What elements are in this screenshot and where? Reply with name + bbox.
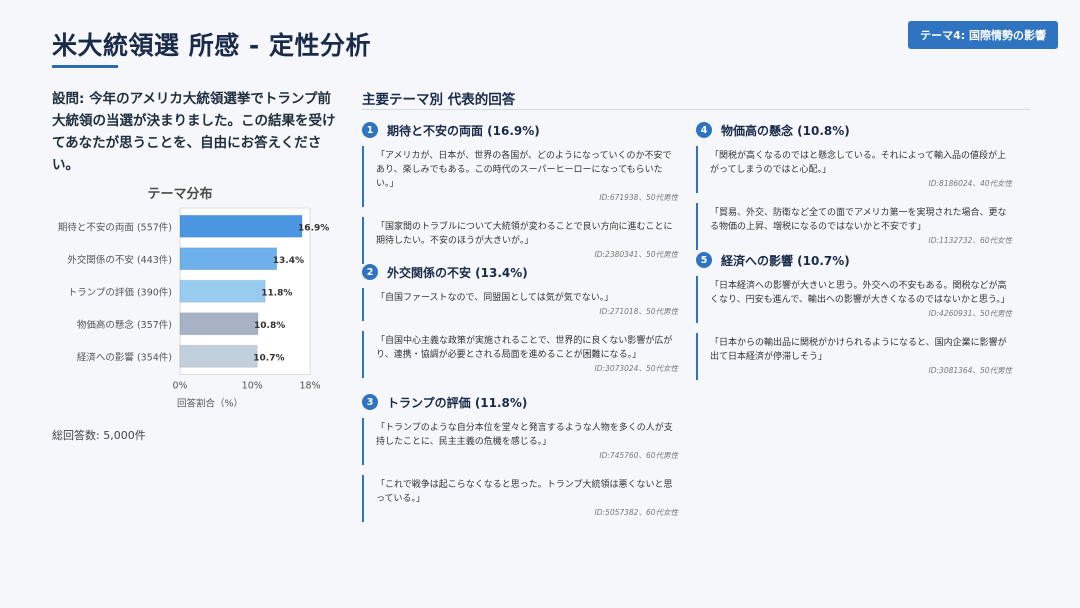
- quote-text: 「アメリカが、日本が、世界の各国が、どのようになっていくのか不安であり、楽しみで…: [376, 151, 672, 189]
- quote-respondent: ID:745760、60代男性: [599, 451, 678, 460]
- chart-value-label: 13.4%: [273, 256, 304, 266]
- quote-respondent: ID:671938、50代男性: [599, 193, 678, 202]
- theme-title: 物価高の懸念 (10.8%): [721, 123, 850, 138]
- chart-tick-label: 18%: [299, 381, 320, 392]
- quote-respondent: ID:271018、50代男性: [599, 307, 678, 316]
- chart-category-label: 外交関係の不安 (443件): [67, 254, 172, 266]
- quote-respondent: ID:1132732、60代女性: [928, 236, 1012, 245]
- chart-bar: [179, 214, 303, 238]
- quote-respondent: ID:3081364、50代男性: [928, 366, 1012, 375]
- theme-title: 期待と不安の両面 (16.9%): [387, 123, 540, 138]
- chart-tick-label: 10%: [242, 381, 263, 392]
- quote-card: 「関税が高くなるのではと懸念している。それによって輸入品の値段が上がってしまうの…: [696, 146, 1018, 193]
- section-title: 主要テーマ別 代表的回答: [362, 92, 516, 108]
- quote-respondent: ID:2380341、50代男性: [594, 250, 678, 259]
- quote-text: 「これで戦争は起こらなくなると思った。トランプ大統領は悪くないと思っている。」: [376, 480, 673, 504]
- chart-bar: [179, 279, 266, 303]
- theme-number-badge: 3: [362, 394, 378, 410]
- section-divider: [362, 109, 1030, 110]
- chart-value-label: 16.9%: [298, 223, 329, 233]
- title-underline: [52, 65, 118, 68]
- chart-title: テーマ分布: [147, 187, 213, 202]
- quote-text: 「自国中心主義な政策が実施されることで、世界的に良くない影響が広がり、連携・協調…: [376, 336, 673, 360]
- chart-value-label: 10.7%: [253, 353, 284, 363]
- quote-text: 「自国ファーストなので、同盟国としては気が気でない。」: [376, 293, 614, 303]
- quote-text: 「関税が高くなるのではと懸念している。それによって輸入品の値段が上がってしまうの…: [710, 151, 1007, 175]
- theme-number-badge: 4: [696, 122, 712, 138]
- quote-card: 「日本経済への影響が大きいと思う。外交への不安もある。関税などが高くなり、円安も…: [696, 276, 1018, 323]
- chart-x-axis-label: 回答割合（%）: [177, 398, 243, 410]
- quote-card: 「自国ファーストなので、同盟国としては気が気でない。」 ID:271018、50…: [362, 288, 684, 321]
- theme-block-2: 2 外交関係の不安 (13.4%) 「自国ファーストなので、同盟国としては気が気…: [362, 262, 684, 388]
- total-responses: 総回答数: 5,000件: [52, 429, 146, 442]
- chart-category-label: 経済への影響 (354件): [77, 351, 172, 363]
- quote-respondent: ID:4260931、50代男性: [928, 309, 1012, 318]
- theme-title: トランプの評価 (11.8%): [387, 395, 528, 410]
- chart-value-label: 10.8%: [254, 321, 285, 331]
- quote-card: 「日本からの輸出品に関税がかけられるようになると、国内企業に影響が出て日本経済が…: [696, 333, 1018, 380]
- theme-block-4: 4 物価高の懸念 (10.8%) 「関税が高くなるのではと懸念している。それによ…: [696, 120, 1018, 260]
- chart-category-label: 物価高の懸念 (357件): [77, 319, 172, 331]
- theme-title: 経済への影響 (10.7%): [721, 253, 850, 268]
- quote-text: 「日本経済への影響が大きいと思う。外交への不安もある。関税などが高くなり、円安も…: [710, 281, 1010, 305]
- quote-text: 「日本からの輸出品に関税がかけられるようになると、国内企業に影響が出て日本経済が…: [710, 338, 1007, 362]
- theme-number-badge: 2: [362, 264, 378, 280]
- quote-text: 「トランプのような自分本位を堂々と発言するような人物を多くの人が支持したことに、…: [376, 423, 673, 447]
- quote-card: 「これで戦争は起こらなくなると思った。トランプ大統領は悪くないと思っている。」 …: [362, 475, 684, 522]
- quote-card: 「貿易、外交、防衛など全ての面でアメリカ第一を実現された場合、更なる物価の上昇、…: [696, 203, 1018, 250]
- chart-bar: [179, 247, 278, 271]
- quote-card: 「自国中心主義な政策が実施されることで、世界的に良くない影響が広がり、連携・協調…: [362, 331, 684, 378]
- chart-bar: [179, 344, 258, 368]
- theme-distribution-chart: 期待と不安の両面 (557件) 16.9% 外交関係の不安 (443件) 13.4% ト…: [58, 207, 329, 410]
- chart-bar: [179, 312, 259, 336]
- theme-block-3: 3 トランプの評価 (11.8%) 「トランプのような自分本位を堂々と発言するよ…: [362, 392, 684, 532]
- theme-badge: テーマ4: 国際情勢の影響: [908, 21, 1058, 49]
- page-title: 米大統領選 所感 - 定性分析: [52, 31, 371, 60]
- quote-card: 「アメリカが、日本が、世界の各国が、どのようになっていくのか不安であり、楽しみで…: [362, 146, 684, 207]
- theme-block-5: 5 経済への影響 (10.7%) 「日本経済への影響が大きいと思う。外交への不安…: [696, 250, 1018, 390]
- chart-category-label: トランプの評価 (390件): [68, 286, 172, 298]
- quote-respondent: ID:3073024、50代女性: [594, 364, 678, 373]
- quote-card: 「トランプのような自分本位を堂々と発言するような人物を多くの人が支持したことに、…: [362, 418, 684, 465]
- theme-block-1: 1 期待と不安の両面 (16.9%) 「アメリカが、日本が、世界の各国が、どのよ…: [362, 120, 684, 274]
- quote-respondent: ID:8186024、40代女性: [928, 179, 1012, 188]
- question-text: 設問: 今年のアメリカ大統領選挙でトランプ前大統領の当選が決まりました。この結果…: [52, 91, 336, 173]
- theme-number-badge: 5: [696, 252, 712, 268]
- quote-respondent: ID:5057382、60代女性: [594, 508, 678, 517]
- chart-tick-label: 0%: [172, 381, 187, 392]
- chart-value-label: 11.8%: [261, 288, 292, 298]
- quote-text: 「国家間のトラブルについて大統領が変わることで良い方向に進むことに期待したい。不…: [376, 222, 673, 246]
- chart-category-label: 期待と不安の両面 (557件): [58, 221, 172, 233]
- quote-card: 「国家間のトラブルについて大統領が変わることで良い方向に進むことに期待したい。不…: [362, 217, 684, 264]
- theme-title: 外交関係の不安 (13.4%): [387, 265, 528, 280]
- quote-text: 「貿易、外交、防衛など全ての面でアメリカ第一を実現された場合、更なる物価の上昇、…: [710, 208, 1007, 232]
- theme-number-badge: 1: [362, 122, 378, 138]
